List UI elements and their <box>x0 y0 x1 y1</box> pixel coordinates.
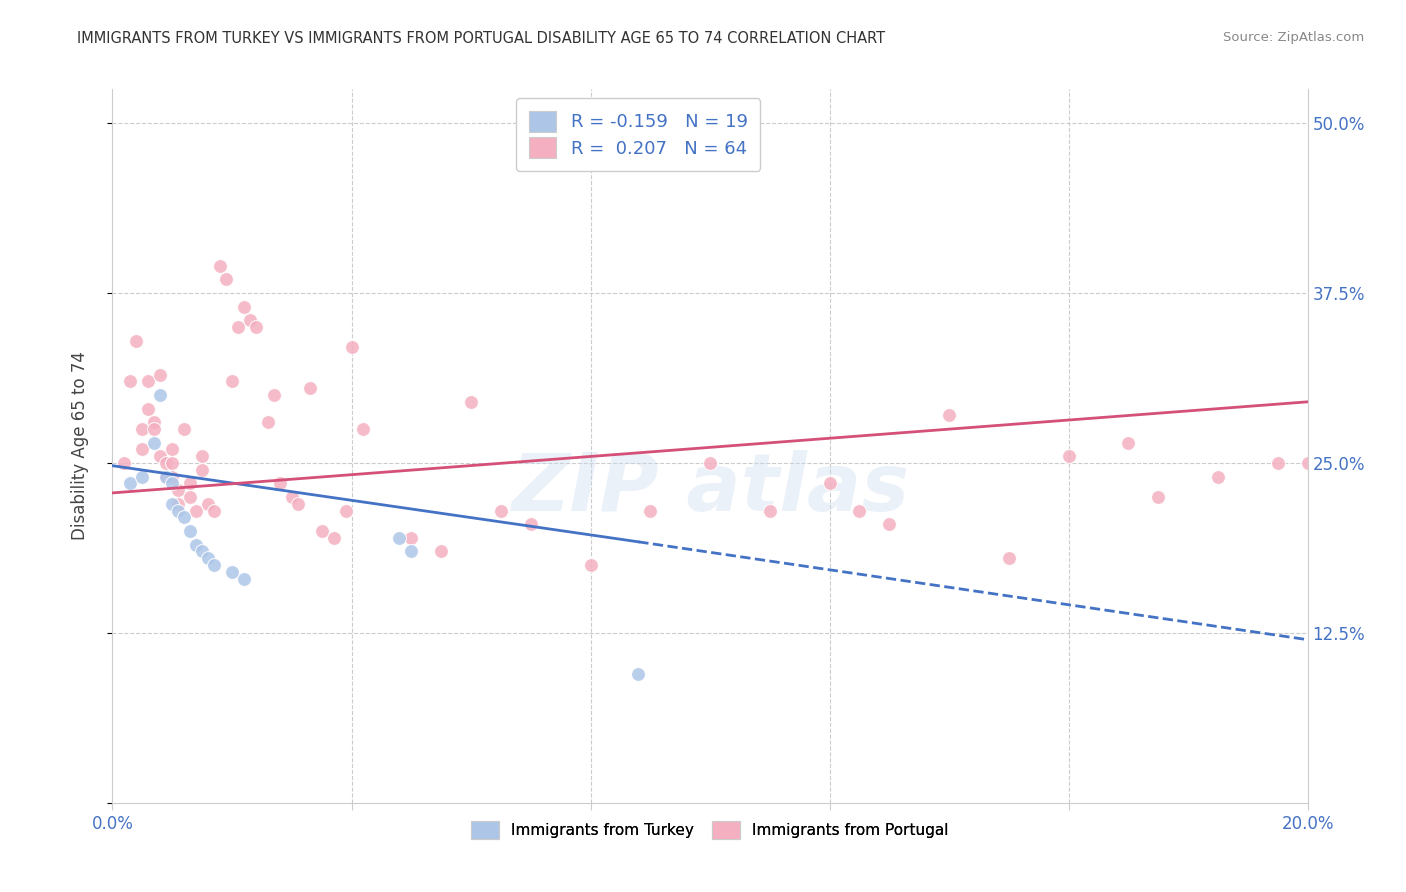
Point <box>287 497 309 511</box>
Point <box>138 375 160 389</box>
Point <box>155 469 177 483</box>
Point <box>197 551 219 566</box>
Point <box>257 415 280 429</box>
Point <box>167 483 190 498</box>
Point <box>239 313 262 327</box>
Point <box>1147 490 1170 504</box>
Point <box>173 510 195 524</box>
Point <box>298 381 321 395</box>
Point <box>818 476 841 491</box>
Point <box>173 422 195 436</box>
Point <box>233 300 256 314</box>
Point <box>215 272 238 286</box>
Point <box>131 442 153 457</box>
Point <box>162 469 183 483</box>
Point <box>340 341 363 355</box>
Y-axis label: Disability Age 65 to 74: Disability Age 65 to 74 <box>70 351 89 541</box>
Point <box>209 259 232 273</box>
Point <box>699 456 721 470</box>
Point <box>143 435 166 450</box>
Point <box>162 442 183 457</box>
Legend: Immigrants from Turkey, Immigrants from Portugal: Immigrants from Turkey, Immigrants from … <box>465 815 955 845</box>
Text: IMMIGRANTS FROM TURKEY VS IMMIGRANTS FROM PORTUGAL DISABILITY AGE 65 TO 74 CORRE: IMMIGRANTS FROM TURKEY VS IMMIGRANTS FRO… <box>77 31 886 46</box>
Point <box>149 368 172 382</box>
Point <box>1206 469 1229 483</box>
Point <box>1057 449 1080 463</box>
Text: Source: ZipAtlas.com: Source: ZipAtlas.com <box>1223 31 1364 45</box>
Point <box>233 572 256 586</box>
Point <box>191 449 214 463</box>
Point <box>998 551 1021 566</box>
Point <box>191 463 214 477</box>
Point <box>938 409 960 423</box>
Point <box>460 394 482 409</box>
Point <box>1296 456 1319 470</box>
Point <box>489 503 512 517</box>
Point <box>131 422 153 436</box>
Point <box>430 544 453 558</box>
Point <box>579 558 602 572</box>
Point <box>520 517 543 532</box>
Point <box>388 531 411 545</box>
Point <box>335 503 357 517</box>
Point <box>191 544 214 558</box>
Point <box>759 503 782 517</box>
Point <box>245 320 267 334</box>
Point <box>627 666 650 681</box>
Point <box>226 320 249 334</box>
Point <box>155 469 177 483</box>
Point <box>221 375 243 389</box>
Point <box>138 401 160 416</box>
Point <box>269 476 291 491</box>
Point <box>879 517 901 532</box>
Point <box>640 503 662 517</box>
Point <box>186 503 208 517</box>
Point <box>848 503 870 517</box>
Text: ZIP atlas: ZIP atlas <box>510 450 910 528</box>
Point <box>162 497 183 511</box>
Point <box>131 469 153 483</box>
Point <box>120 476 142 491</box>
Point <box>186 537 208 551</box>
Point <box>1267 456 1289 470</box>
Point <box>162 456 183 470</box>
Point <box>143 415 166 429</box>
Point <box>197 497 219 511</box>
Point <box>120 375 142 389</box>
Point <box>263 388 285 402</box>
Point <box>311 524 333 538</box>
Point <box>1118 435 1140 450</box>
Point <box>155 456 177 470</box>
Point <box>322 531 344 545</box>
Point <box>167 497 190 511</box>
Point <box>114 456 135 470</box>
Point <box>179 490 201 504</box>
Point <box>221 565 243 579</box>
Point <box>401 544 423 558</box>
Point <box>167 503 190 517</box>
Point <box>353 422 375 436</box>
Point <box>202 558 225 572</box>
Point <box>202 503 225 517</box>
Point <box>143 422 166 436</box>
Point <box>149 388 172 402</box>
Point <box>281 490 304 504</box>
Point <box>179 476 201 491</box>
Point <box>401 531 423 545</box>
Point <box>179 524 201 538</box>
Point <box>162 476 183 491</box>
Point <box>125 334 148 348</box>
Point <box>149 449 172 463</box>
